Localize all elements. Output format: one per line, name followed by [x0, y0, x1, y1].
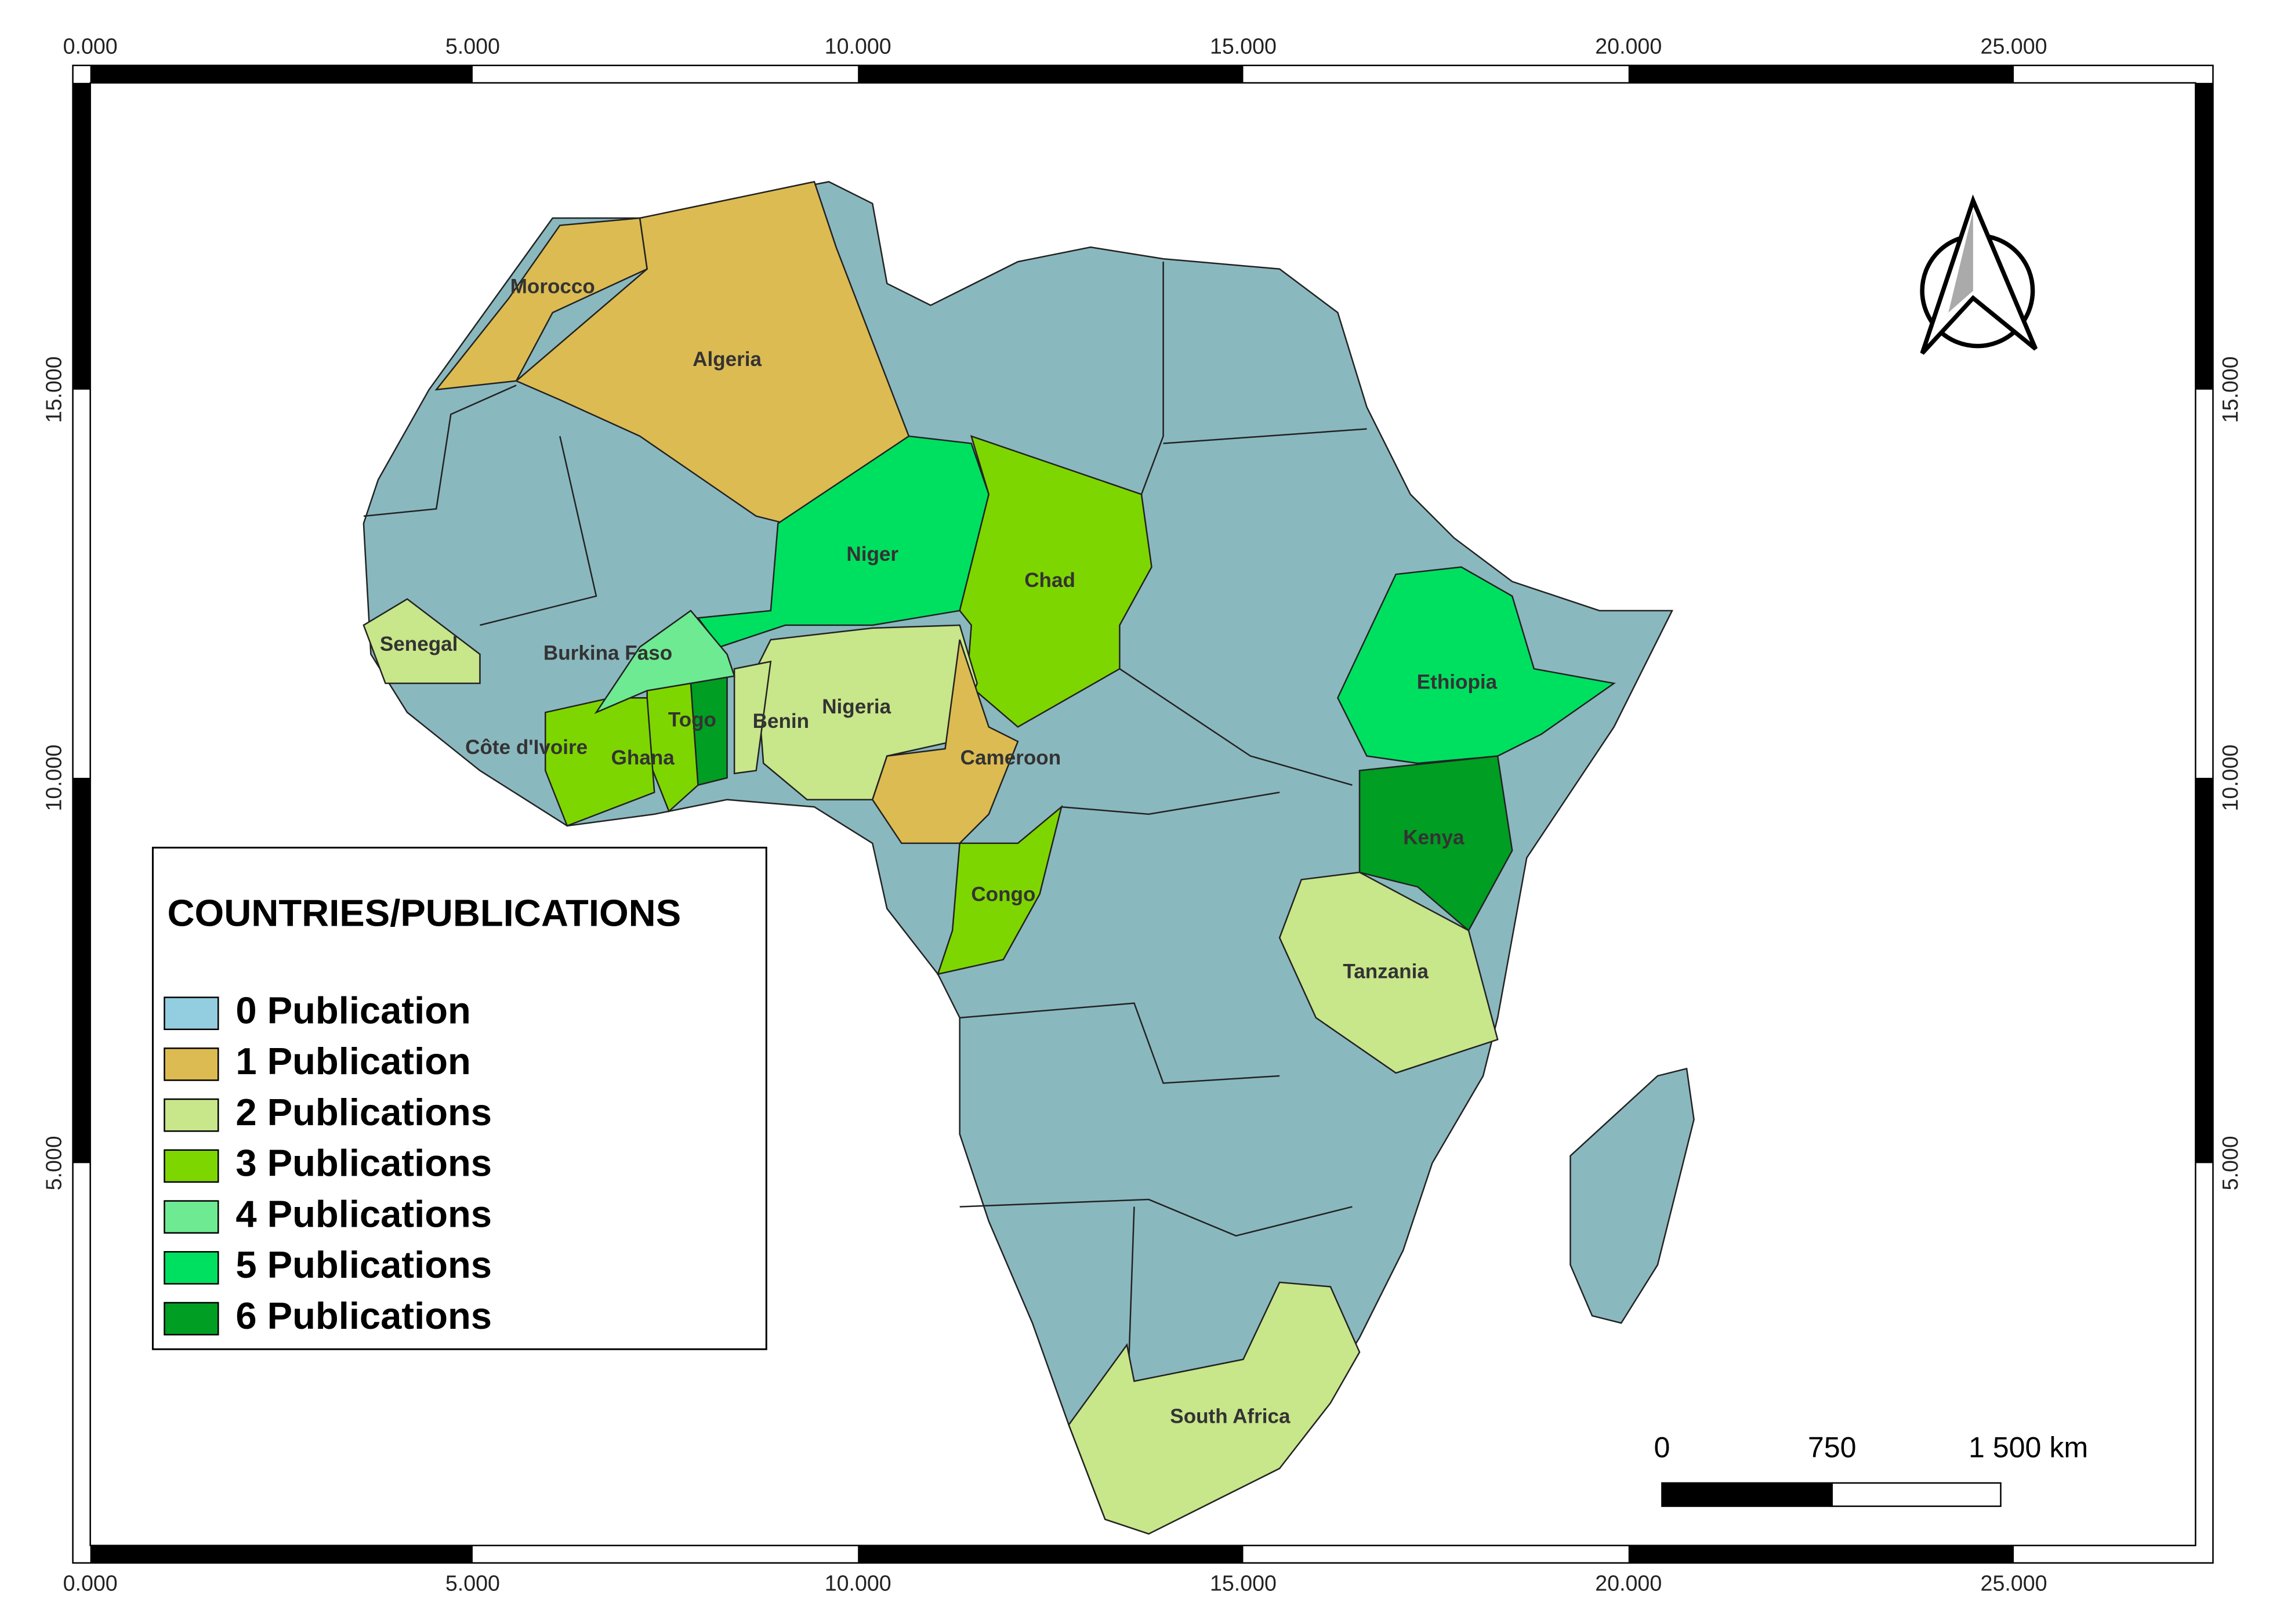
- top-tick-label: 25.000: [1981, 34, 2047, 59]
- top-tick-label: 5.000: [445, 34, 500, 59]
- countries: [363, 180, 1616, 1535]
- madagascar: [1569, 1067, 1695, 1324]
- country-label: Niger: [846, 543, 898, 566]
- country-label: Nigeria: [822, 695, 891, 718]
- legend: COUNTRIES/PUBLICATIONS 0 Publication 1 Pu…: [151, 846, 767, 1350]
- left-tick-label: 15.000: [41, 356, 66, 423]
- country-border: [1119, 668, 1353, 786]
- country-label: Congo: [971, 883, 1035, 905]
- legend-swatch: [164, 1047, 219, 1081]
- country-border: [1163, 428, 1367, 444]
- border-segment: [858, 1545, 1244, 1563]
- scale-label: 750: [1808, 1431, 1857, 1463]
- legend-items: 0 Publication 1 Publication 2 Publications…: [164, 989, 492, 1337]
- country: [1337, 566, 1616, 764]
- country-border: [1140, 262, 1164, 495]
- country-label: Côte d'Ivoire: [465, 736, 588, 759]
- scale-labels: 0 750 1 500 km: [1654, 1431, 2088, 1463]
- north-arrow: [1920, 194, 2038, 355]
- north-arrow-shade: [1948, 211, 1973, 313]
- legend-swatch: [164, 1302, 219, 1336]
- top-tick-label: 0.000: [63, 34, 118, 59]
- country-label: Togo: [668, 709, 716, 731]
- country-border: [363, 385, 517, 517]
- country: [959, 435, 1152, 728]
- country: [871, 639, 1019, 844]
- country-border: [1061, 791, 1280, 815]
- scale-label: 0: [1654, 1431, 1670, 1463]
- border-segment: [90, 1545, 473, 1563]
- country-label: Senegal: [380, 633, 458, 655]
- country-label: Morocco: [510, 276, 595, 298]
- country: [937, 804, 1063, 976]
- country-label: South Africa: [1170, 1405, 1291, 1427]
- legend-label: 4 Publications: [235, 1192, 492, 1235]
- legend-label: 2 Publications: [235, 1091, 492, 1133]
- top-tick-label: 20.000: [1595, 34, 1662, 59]
- legend-swatch: [164, 1200, 219, 1234]
- left-tick-label: 5.000: [41, 1136, 66, 1190]
- border-segment: [2195, 82, 2213, 390]
- country-label: Chad: [1024, 569, 1075, 592]
- legend-swatch: [164, 1149, 219, 1183]
- border-segment: [1628, 1545, 2014, 1563]
- scale-segment: [1661, 1482, 1833, 1507]
- frame-tick-labels: 0.000 5.000 10.000 15.000 20.000 25.000 0.000 5…: [41, 34, 2242, 1596]
- country-label: Burkina Faso: [543, 641, 672, 664]
- legend-swatch: [164, 1098, 219, 1132]
- country-label: Kenya: [1403, 826, 1465, 849]
- border-segment: [73, 82, 90, 390]
- legend-title: COUNTRIES/PUBLICATIONS: [168, 891, 682, 934]
- country-label: Algeria: [693, 348, 762, 371]
- north-arrow-head: [1920, 194, 2038, 355]
- country-border: [959, 1198, 1353, 1237]
- border-segment: [90, 65, 473, 83]
- bottom-tick-label: 15.000: [1210, 1571, 1277, 1595]
- country-label: Ethiopia: [1417, 670, 1498, 693]
- legend-swatch: [164, 996, 219, 1031]
- country-label: Tanzania: [1343, 960, 1429, 983]
- bottom-tick-label: 5.000: [445, 1571, 500, 1595]
- right-tick-label: 5.000: [2218, 1136, 2242, 1190]
- country: [1278, 871, 1499, 1074]
- legend-box: [151, 846, 767, 1350]
- graticule-border: [73, 65, 2213, 1563]
- bottom-tick-label: 10.000: [825, 1571, 891, 1595]
- top-tick-label: 10.000: [825, 34, 891, 59]
- country-border: [959, 1002, 1280, 1084]
- legend-label: 0 Publication: [235, 989, 470, 1031]
- legend-label: 5 Publications: [235, 1244, 492, 1286]
- country: [363, 598, 481, 684]
- border-segment: [1628, 65, 2014, 83]
- country-label: Cameroon: [960, 746, 1061, 769]
- bottom-tick-label: 25.000: [1981, 1571, 2047, 1595]
- country-labels: Morocco Algeria Niger Chad Nigeria Cameroon Be…: [380, 276, 1498, 1428]
- country: [594, 610, 735, 715]
- right-tick-label: 15.000: [2218, 356, 2242, 423]
- country: [514, 180, 910, 524]
- legend-label: 1 Publication: [235, 1040, 470, 1082]
- border-segment: [2195, 778, 2213, 1163]
- bottom-tick-label: 20.000: [1595, 1571, 1662, 1595]
- country: [1068, 1281, 1361, 1535]
- legend-label: 3 Publications: [235, 1142, 492, 1184]
- border-segment: [858, 65, 1244, 83]
- bottom-tick-label: 0.000: [63, 1571, 118, 1595]
- scale-segment: [1831, 1482, 2002, 1507]
- legend-label: 6 Publications: [235, 1295, 492, 1337]
- right-tick-label: 10.000: [2218, 745, 2242, 811]
- scale-label: 1 500 km: [1969, 1431, 2088, 1463]
- country-label: Ghana: [611, 746, 675, 769]
- country-label: Benin: [753, 710, 809, 733]
- border-segment: [73, 778, 90, 1163]
- country-border: [480, 436, 597, 626]
- top-tick-label: 15.000: [1210, 34, 1277, 59]
- legend-swatch: [164, 1251, 219, 1285]
- scale-bar: 0 750 1 500 km: [1654, 1431, 2088, 1507]
- country: [733, 660, 772, 775]
- left-tick-label: 10.000: [41, 745, 66, 811]
